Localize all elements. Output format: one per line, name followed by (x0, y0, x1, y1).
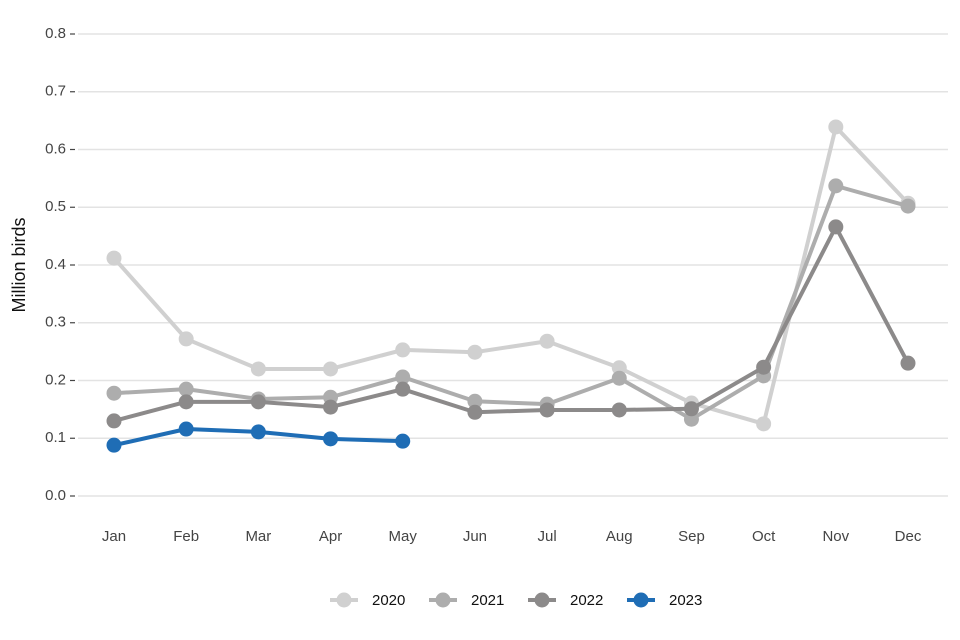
data-point (611, 360, 627, 376)
x-tick-label: Nov (822, 528, 849, 545)
x-tick-label: Oct (752, 528, 776, 545)
y-tick-label: 0.4 (45, 256, 66, 273)
data-point (828, 178, 844, 194)
series-line (113, 183, 909, 422)
data-point (178, 381, 194, 397)
x-tick-label: Jan (102, 528, 126, 545)
data-point (683, 411, 699, 427)
data-point (178, 421, 194, 437)
x-tick-label: Sep (678, 528, 705, 545)
legend-label: 2022 (570, 592, 603, 609)
data-point (395, 433, 411, 449)
data-point (323, 361, 339, 377)
series-line (112, 124, 910, 426)
series-line (113, 224, 910, 423)
data-point (467, 393, 483, 409)
data-point (250, 424, 266, 440)
x-tick-label: Jun (463, 528, 487, 545)
data-point (250, 394, 266, 410)
data-point (250, 361, 266, 377)
y-tick-label: 0.7 (45, 83, 66, 100)
x-tick-label: May (389, 528, 418, 545)
data-point (106, 437, 122, 453)
legend-key-dot (435, 592, 451, 608)
data-point (683, 401, 699, 417)
y-tick-label: 0.5 (45, 198, 66, 215)
data-point (178, 394, 194, 410)
data-point (178, 331, 194, 347)
data-point (467, 404, 483, 420)
data-point (467, 344, 483, 360)
y-tick-label: 0.3 (45, 314, 66, 331)
data-point (539, 333, 555, 349)
data-point (106, 413, 122, 429)
x-tick-label: Mar (245, 528, 271, 545)
data-point (756, 359, 772, 375)
legend-label: 2021 (471, 592, 504, 609)
data-point (900, 198, 916, 214)
data-point (756, 416, 772, 432)
legend-key-dot (534, 592, 550, 608)
x-tick-label: Dec (895, 528, 922, 545)
legend-label: 2020 (372, 592, 405, 609)
y-tick-label: 0.1 (45, 429, 66, 446)
y-tick-label: 0.8 (45, 25, 66, 42)
x-tick-label: Apr (319, 528, 342, 545)
data-point (611, 370, 627, 386)
y-tick-label: 0.0 (45, 487, 66, 504)
legend-key-dot (336, 592, 352, 608)
x-tick-label: Jul (537, 528, 556, 545)
data-point (900, 355, 916, 371)
data-point (323, 431, 339, 447)
y-tick-label: 0.6 (45, 140, 66, 157)
x-tick-label: Aug (606, 528, 633, 545)
legend-key-dot (633, 592, 649, 608)
x-tick-label: Feb (173, 528, 199, 545)
legend-label: 2023 (669, 592, 702, 609)
data-point (828, 119, 844, 135)
data-point (106, 385, 122, 401)
data-point (828, 219, 844, 235)
y-axis-label: Million birds (9, 217, 29, 312)
data-point (395, 342, 411, 358)
data-point (539, 402, 555, 418)
data-point (323, 399, 339, 415)
data-point (395, 381, 411, 397)
data-point (395, 369, 411, 385)
data-point (106, 250, 122, 266)
y-tick-label: 0.2 (45, 371, 66, 388)
data-point (611, 402, 627, 418)
